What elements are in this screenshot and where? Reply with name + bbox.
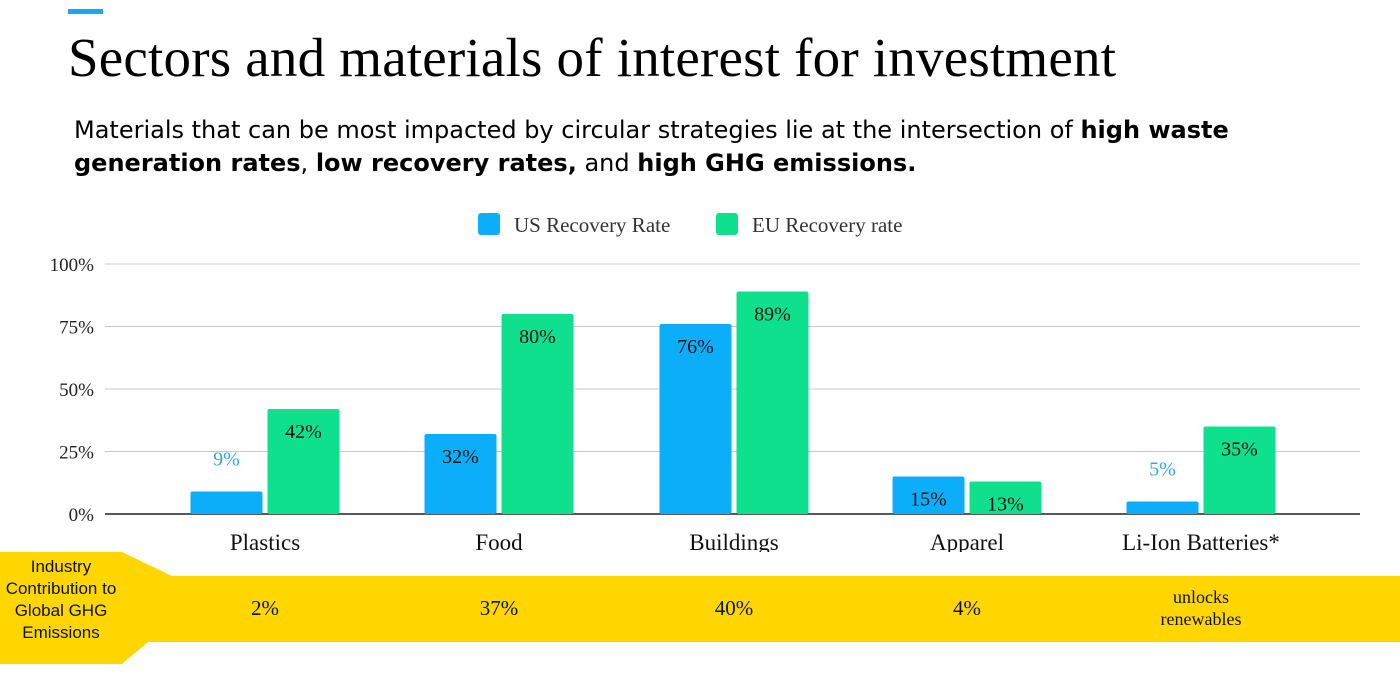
eu-bar-food <box>501 314 574 514</box>
data-label: 9% <box>213 449 240 471</box>
eu-bar-apparel <box>969 481 1042 514</box>
data-label: 76% <box>677 336 714 358</box>
data-label: 80% <box>519 326 556 348</box>
y-tick-label: 50% <box>59 380 94 401</box>
ghg-value: unlocks renewables <box>1160 587 1242 629</box>
data-label: 32% <box>442 446 479 468</box>
subtitle-emphasis: high GHG emissions. <box>637 149 917 177</box>
ghg-value: 37% <box>479 596 519 620</box>
chart-legend: US Recovery Rate EU Recovery rate <box>478 213 902 237</box>
legend-label: US Recovery Rate <box>514 213 670 237</box>
recovery-rate-bar-chart: US Recovery Rate EU Recovery rate 0% 25% 50… <box>50 213 1360 552</box>
ghg-value: 2% <box>251 596 279 620</box>
chart-data-labels: 9% 32% 76% 15% 5% 42% 80% 89% 13% 35% <box>213 304 1258 516</box>
data-label: 89% <box>754 304 791 326</box>
subtitle-text: Materials that can be most impacted by c… <box>74 116 1081 144</box>
data-label: 35% <box>1221 439 1258 461</box>
ghg-band <box>0 552 1400 664</box>
subtitle-text: and <box>576 149 638 177</box>
x-category-label: Plastics <box>230 530 300 552</box>
ghg-value: 40% <box>714 596 754 620</box>
x-axis: Plastics Food Buildings Apparel Li-Ion Batte… <box>230 530 1280 552</box>
us-bar-plastics <box>190 491 263 514</box>
subtitle-text: , <box>300 149 316 177</box>
data-label: 13% <box>987 494 1024 516</box>
y-tick-label: 75% <box>59 318 94 339</box>
title-accent-bar <box>68 9 103 14</box>
us-bar-apparel <box>892 476 965 514</box>
eu-bar-li-ion-batteries- <box>1203 426 1276 514</box>
data-label: 15% <box>910 489 947 511</box>
subtitle-emphasis: low recovery rates, <box>315 149 577 177</box>
ghg-value: 4% <box>953 596 981 620</box>
legend-label: EU Recovery rate <box>752 213 902 237</box>
ghg-row-header: Industry Contribution to Global GHG Emis… <box>5 557 117 642</box>
us-bar-li-ion-batteries- <box>1126 501 1199 514</box>
legend-swatch <box>478 213 500 235</box>
y-tick-label: 0% <box>69 505 95 526</box>
x-category-label: Apparel <box>930 530 1004 552</box>
subtitle: Materials that can be most impacted by c… <box>74 114 1314 180</box>
x-category-label: Food <box>475 530 523 552</box>
ghg-band-arrow-shape <box>0 552 1400 664</box>
data-label: 42% <box>285 421 322 443</box>
y-tick-label: 25% <box>59 443 94 464</box>
chart-bars <box>190 291 1276 514</box>
eu-bar-plastics <box>267 409 340 514</box>
us-bar-food <box>424 434 497 514</box>
x-category-label: Buildings <box>689 530 779 552</box>
y-tick-label: 100% <box>50 255 95 276</box>
legend-swatch <box>716 213 738 235</box>
x-category-label: Li-Ion Batteries* <box>1122 530 1280 552</box>
data-label: 5% <box>1149 459 1176 481</box>
page-title: Sectors and materials of interest for in… <box>68 27 1117 88</box>
subtitle-emphasis: high waste generation rates <box>74 116 1229 177</box>
us-bar-buildings <box>659 324 732 514</box>
y-axis: 0% 25% 50% 75% 100% <box>50 255 95 526</box>
eu-bar-buildings <box>736 291 809 514</box>
